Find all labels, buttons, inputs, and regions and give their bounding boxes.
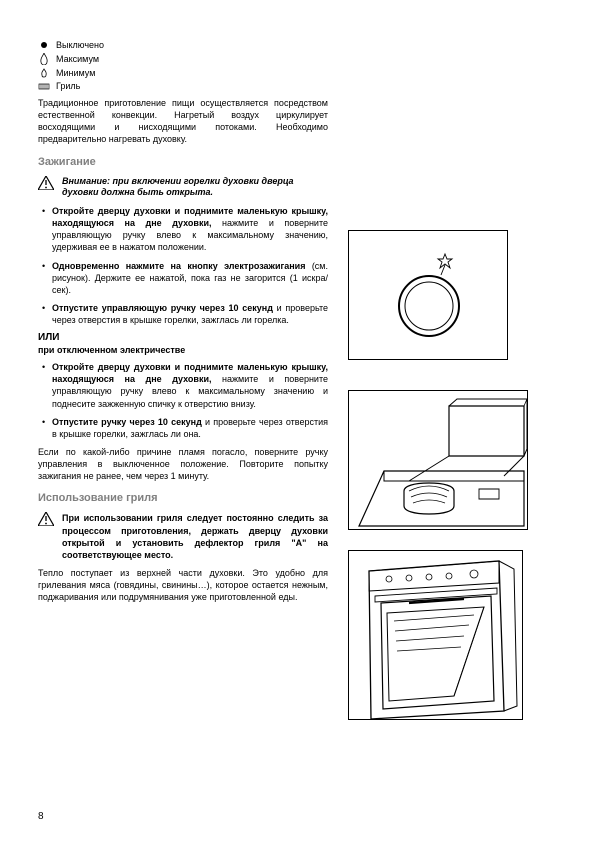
- legend-label: Минимум: [56, 68, 95, 78]
- figure-column: [348, 40, 548, 740]
- figure-burner-lid: [348, 390, 528, 530]
- flame-big-icon: [38, 53, 50, 65]
- alt-subheading: при отключенном электричестве: [38, 345, 328, 355]
- grill-heading: Использование гриля: [38, 492, 328, 504]
- warning-text: Внимание: при включении горелки духовки …: [62, 176, 328, 199]
- dot-icon: [38, 41, 50, 49]
- legend-label: Максимум: [56, 54, 99, 64]
- figure-knob: [348, 230, 508, 360]
- warning-icon: [38, 512, 56, 528]
- legend-label: Гриль: [56, 81, 80, 91]
- legend-label: Выключено: [56, 40, 104, 50]
- step-item: Отпустите ручку через 10 секунд и провер…: [38, 416, 328, 440]
- step-item: Откройте дверцу духовки и поднимите мале…: [38, 205, 328, 254]
- intro-text: Традиционное приготовление пищи осуществ…: [38, 97, 328, 146]
- page-number: 8: [38, 811, 44, 822]
- legend-row-min: Минимум: [38, 68, 328, 78]
- flame-small-icon: [38, 68, 50, 78]
- main-text-column: Выключено Максимум Минимум Гриль Традици…: [38, 40, 328, 740]
- figure-oven: [348, 550, 523, 720]
- grill-icon: [38, 82, 50, 90]
- alt-note: Если по какой-либо причине пламя погасло…: [38, 446, 328, 482]
- step-item: Откройте дверцу духовки и поднимите мале…: [38, 361, 328, 410]
- legend-row-grill: Гриль: [38, 81, 328, 91]
- legend-row-max: Максимум: [38, 53, 328, 65]
- ignition-heading: Зажигание: [38, 156, 328, 168]
- step-item: Одновременно нажмите на кнопку электроза…: [38, 260, 328, 296]
- grill-warning: При использовании гриля следует постоянн…: [38, 512, 328, 561]
- alt-steps: Откройте дверцу духовки и поднимите мале…: [38, 361, 328, 440]
- ignition-warning: Внимание: при включении горелки духовки …: [38, 176, 328, 199]
- grill-body: Тепло поступает из верхней части духовки…: [38, 567, 328, 603]
- grill-warning-text: При использовании гриля следует постоянн…: [62, 512, 328, 561]
- step-item: Отпустите управляющую ручку через 10 сек…: [38, 302, 328, 326]
- legend-row-off: Выключено: [38, 40, 328, 50]
- alt-heading: ИЛИ: [38, 332, 328, 343]
- warning-icon: [38, 176, 56, 192]
- ignition-steps: Откройте дверцу духовки и поднимите мале…: [38, 205, 328, 326]
